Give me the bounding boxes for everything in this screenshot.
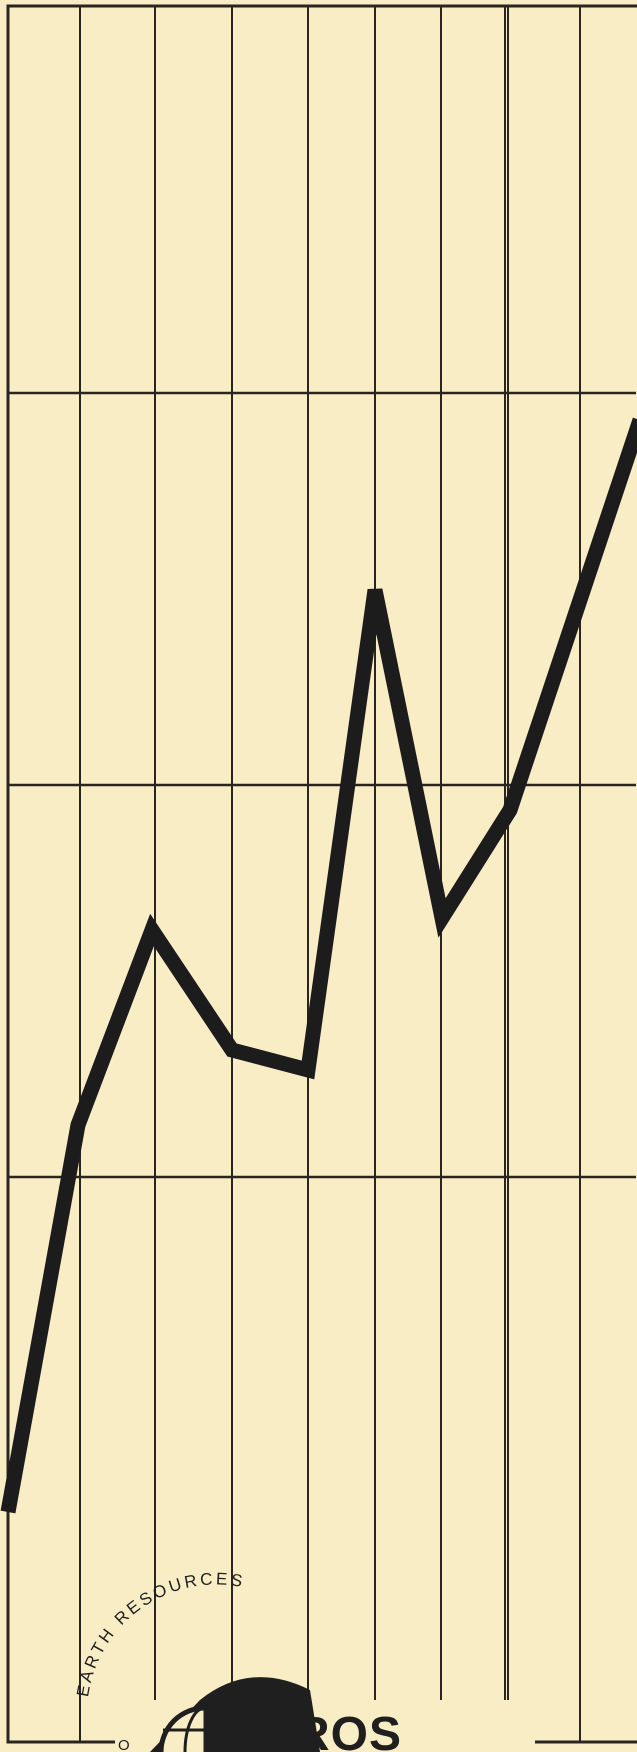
vertical-gridlines [79, 6, 581, 1742]
horizontal-gridlines [8, 391, 636, 1179]
logo-name: EROS [262, 1708, 402, 1752]
data-point [77, 1124, 79, 1126]
data-point [374, 589, 376, 591]
logo-arc-prefix: O [118, 1737, 130, 1752]
data-point [307, 1069, 309, 1071]
data-point [151, 929, 153, 931]
data-point [509, 809, 511, 811]
globe-icon [158, 1705, 252, 1752]
data-point [231, 1049, 233, 1051]
series-layer [0, 417, 637, 1514]
data-point [441, 917, 443, 919]
data-point [7, 1511, 9, 1513]
